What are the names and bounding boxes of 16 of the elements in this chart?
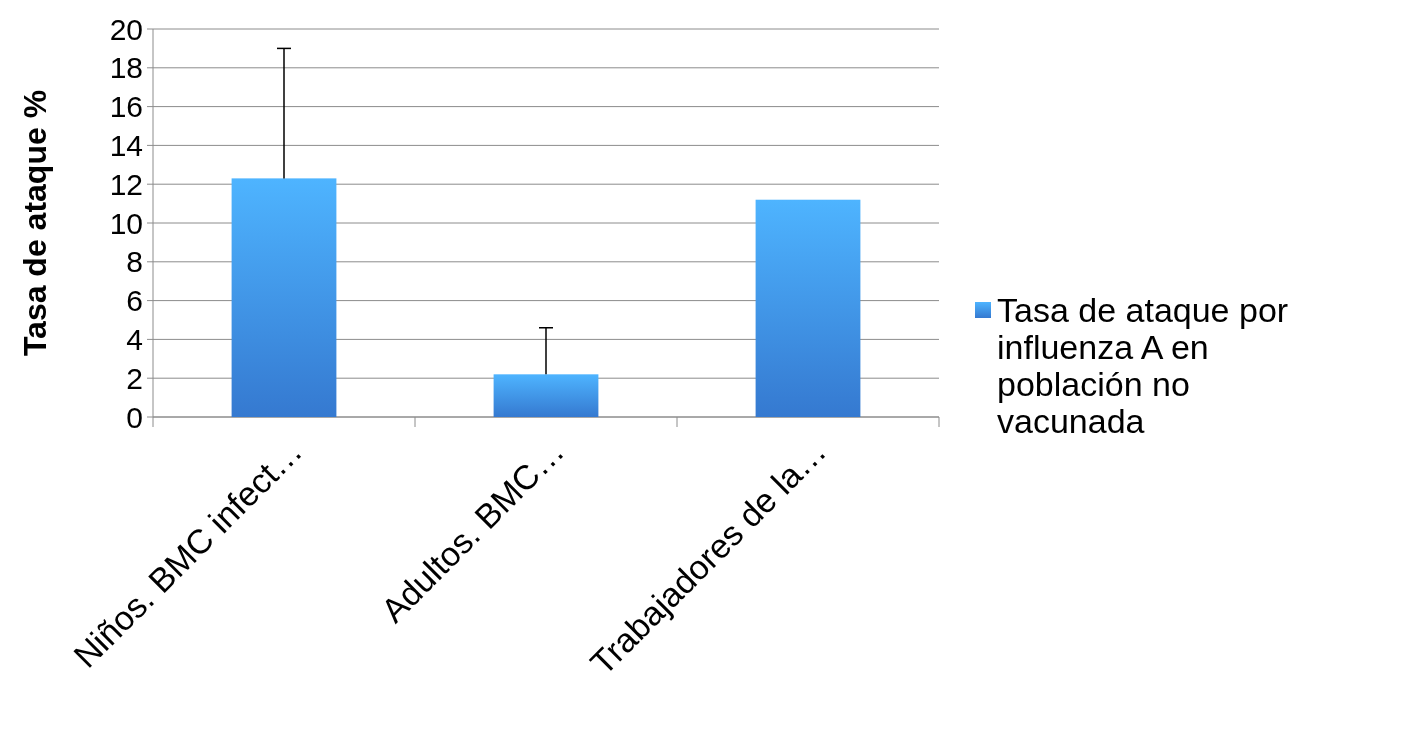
bar	[755, 199, 861, 417]
y-tick-label: 10	[109, 206, 143, 240]
bar	[231, 178, 337, 417]
y-tick-label: 18	[109, 51, 143, 85]
y-tick-label: 8	[126, 245, 143, 279]
y-tick-label: 12	[109, 167, 143, 201]
bar	[493, 374, 599, 417]
y-tick-label: 16	[109, 90, 143, 124]
y-tick-label: 4	[126, 322, 143, 356]
y-tick-label: 14	[109, 128, 143, 162]
y-axis-title: Tasa de ataque %	[17, 89, 53, 357]
legend-label: Tasa de ataque por influenza A en población no vacunada	[997, 290, 1289, 440]
y-tick-label: 20	[109, 12, 143, 46]
y-tick-label: 0	[126, 400, 143, 434]
y-tick-label: 6	[126, 284, 143, 318]
y-tick-label: 2	[126, 361, 143, 395]
